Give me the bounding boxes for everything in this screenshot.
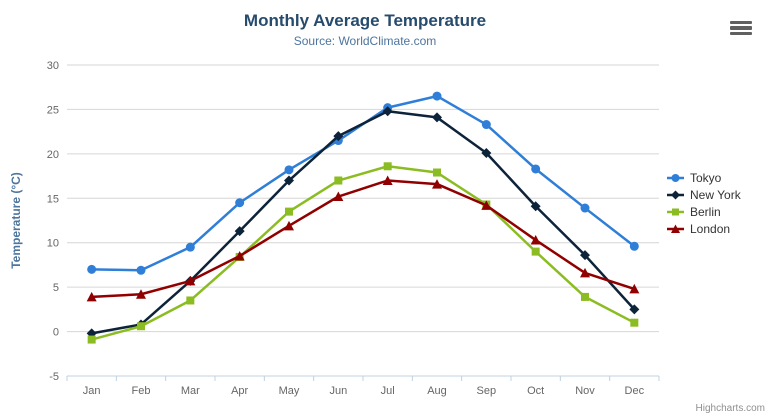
y-tick-label: -5 <box>49 371 59 383</box>
berlin-square-icon <box>667 208 684 215</box>
london-triangle-icon <box>667 224 684 233</box>
hamburger-menu-icon[interactable] <box>729 17 755 39</box>
legend-item-london[interactable]: London <box>667 220 741 237</box>
legend-item-new-york[interactable]: New York <box>667 186 741 203</box>
x-tick-label: Mar <box>181 385 200 397</box>
legend-label: Tokyo <box>690 170 722 185</box>
legend-label: London <box>690 221 731 236</box>
series-london[interactable] <box>86 175 640 302</box>
legend-label: Berlin <box>690 204 721 219</box>
legend-item-tokyo[interactable]: Tokyo <box>667 169 741 186</box>
x-tick-label: Dec <box>625 385 645 397</box>
y-axis-title: Temperature (°C) <box>9 172 23 269</box>
y-tick-label: 30 <box>47 60 59 72</box>
legend-label: New York <box>690 187 741 202</box>
x-tick-label: Jun <box>329 385 347 397</box>
x-tick-label: May <box>279 385 300 397</box>
x-tick-label: Aug <box>427 385 447 397</box>
y-tick-label: 10 <box>47 238 59 250</box>
y-tick-label: 5 <box>53 282 59 294</box>
y-tick-label: 15 <box>47 193 59 205</box>
x-tick-label: Jul <box>381 385 395 397</box>
new-york-diamond-icon <box>667 190 684 199</box>
y-tick-label: 20 <box>47 149 59 161</box>
x-tick-label: Sep <box>477 385 497 397</box>
series-new-york[interactable] <box>86 106 640 339</box>
series-berlin[interactable] <box>87 162 639 344</box>
x-tick-label: Feb <box>132 385 151 397</box>
x-tick-label: Apr <box>231 385 248 397</box>
tokyo-circle-icon <box>667 173 684 182</box>
legend: Tokyo New York Berlin London <box>667 169 741 237</box>
legend-item-berlin[interactable]: Berlin <box>667 203 741 220</box>
y-tick-label: 0 <box>53 327 59 339</box>
y-tick-label: 25 <box>47 104 59 116</box>
chart-subtitle: Source: WorldClimate.com <box>293 34 437 48</box>
x-tick-label: Oct <box>527 385 544 397</box>
chart-title: Monthly Average Temperature <box>243 11 487 30</box>
x-tick-label: Jan <box>83 385 101 397</box>
highcharts-credit[interactable]: Highcharts.com <box>695 403 765 414</box>
x-tick-label: Nov <box>575 385 595 397</box>
series-tokyo[interactable] <box>87 91 639 275</box>
